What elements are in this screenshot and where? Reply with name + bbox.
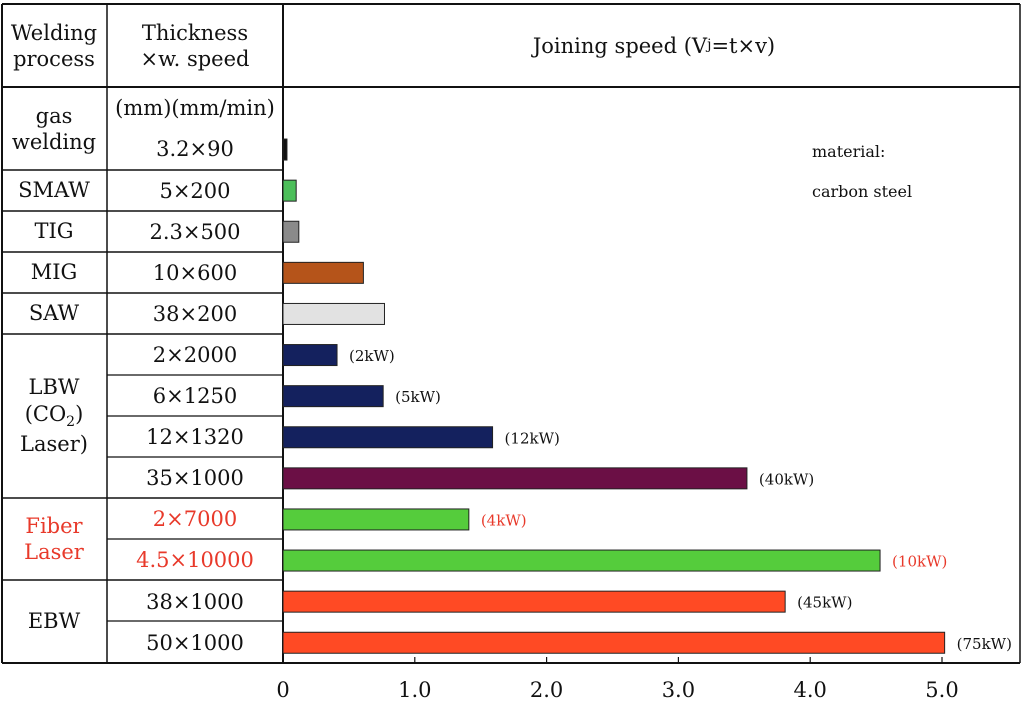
condition-label: 4.5×10000	[136, 548, 254, 573]
process-gas-welding: gas welding	[2, 88, 106, 170]
condition-label: 2.3×500	[149, 219, 241, 244]
lbw-line2: (CO2)	[24, 401, 84, 430]
material-note: material: carbon steel	[812, 142, 912, 201]
mig-label: MIG	[30, 260, 78, 285]
header-process: Welding process	[2, 6, 106, 86]
condition-label: 2×7000	[152, 507, 238, 532]
lbw-line2-text: (CO	[24, 401, 67, 426]
condition-label: 5×200	[159, 178, 231, 203]
smaw-label: SMAW	[18, 178, 90, 203]
tig-label: TIG	[34, 219, 74, 244]
bar	[282, 631, 946, 654]
bar	[282, 590, 786, 613]
x-tick-label: 5.0	[925, 678, 959, 702]
bar-power-label: (75kW)	[957, 635, 1012, 653]
lbw-line1: LBW	[28, 375, 80, 400]
gas-line1: gas	[35, 103, 73, 128]
bar	[282, 426, 494, 449]
bar	[282, 467, 748, 490]
material-note-line1: material:	[812, 142, 886, 161]
bar-power-label: (10kW)	[892, 553, 947, 571]
process-tig: TIG	[2, 211, 106, 252]
bar	[282, 508, 470, 531]
process-mig: MIG	[2, 252, 106, 293]
x-tick-label: 4.0	[793, 678, 827, 702]
header-thickness: Thickness ×w. speed	[108, 6, 282, 86]
header-thickness-line1: Thickness	[141, 20, 249, 45]
bar-power-label: (4kW)	[481, 511, 527, 529]
condition-label: 12×1320	[146, 425, 244, 450]
bar-power-label: (2kW)	[349, 347, 395, 365]
ebw-label: EBW	[27, 608, 81, 633]
bar-power-label: (40kW)	[759, 470, 814, 488]
bar	[282, 549, 881, 572]
condition-label: 38×200	[152, 301, 238, 326]
joining-speed-sub: j	[707, 37, 712, 54]
process-ebw: EBW	[2, 580, 106, 662]
header-thickness-line2: ×w. speed	[140, 47, 250, 71]
condition-label: 38×1000	[146, 589, 244, 614]
bar-power-label: (45kW)	[797, 594, 852, 612]
header-process-line2: process	[13, 47, 95, 71]
process-lbw: LBW (CO2) Laser)	[2, 334, 106, 498]
x-tick-label: 0	[276, 678, 290, 702]
bar	[282, 302, 385, 325]
lbw-line3: Laser)	[20, 432, 88, 457]
bar	[282, 179, 297, 202]
x-tick-label: 2.0	[529, 678, 564, 702]
header-joining-speed: Joining speed (V j =t×v)	[284, 6, 1024, 86]
lbw-line2-sub: 2	[66, 413, 76, 430]
bar	[282, 261, 364, 284]
condition-label: 35×1000	[146, 466, 244, 491]
fiber-line2: Laser	[24, 540, 84, 564]
process-saw: SAW	[2, 293, 106, 334]
material-note-line2: carbon steel	[812, 182, 913, 201]
fiber-line1: Fiber	[25, 513, 83, 538]
process-smaw: SMAW	[2, 170, 106, 211]
bar-power-label: (5kW)	[395, 388, 441, 406]
joining-speed-prefix: Joining speed (V	[532, 33, 708, 58]
header-process-line1: Welding	[10, 20, 98, 45]
process-fiber-laser: Fiber Laser	[2, 498, 106, 580]
condition-label: 6×1250	[152, 384, 238, 409]
bar-power-label: (12kW)	[505, 429, 560, 447]
joining-speed-suffix: =t×v)	[711, 33, 776, 58]
condition-label: 50×1000	[146, 630, 244, 655]
bar	[282, 220, 300, 243]
gas-line2: welding	[11, 130, 97, 154]
bar	[282, 385, 384, 408]
units-label: (mm)(mm/min)	[108, 90, 282, 126]
x-tick-label: 3.0	[661, 678, 696, 702]
units-text: (mm)(mm/min)	[115, 95, 275, 120]
condition-label: 10×600	[152, 260, 238, 285]
saw-label: SAW	[28, 301, 80, 326]
bar	[282, 344, 338, 367]
condition-label: 3.2×90	[156, 137, 234, 162]
bar	[282, 138, 288, 161]
condition-label: 2×2000	[152, 342, 238, 367]
x-tick-label: 1.0	[398, 678, 432, 702]
